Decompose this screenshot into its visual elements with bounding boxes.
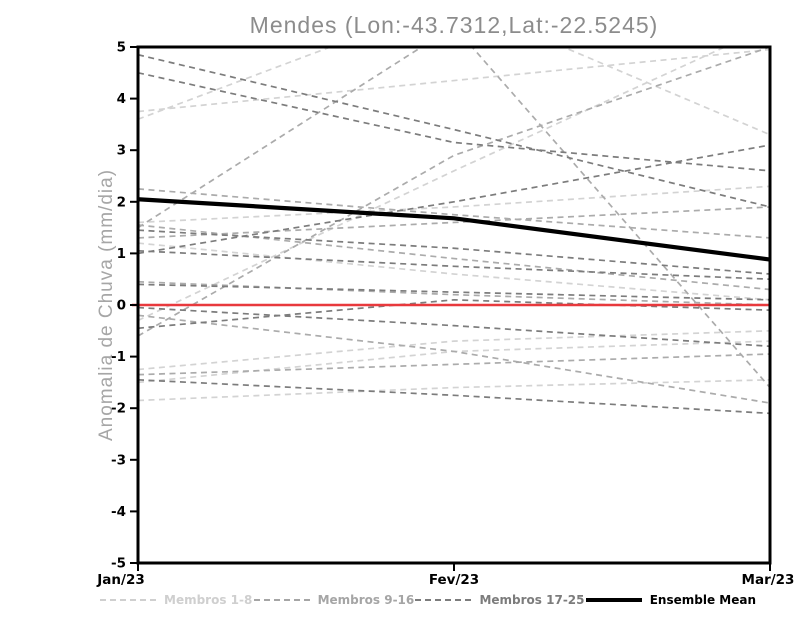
- legend-item-membros-9-16: Membros 9-16: [253, 593, 415, 607]
- x-tick-label: Mar/23: [742, 572, 795, 588]
- ensemble-member-line: [138, 48, 770, 113]
- y-tick-label: -5: [111, 556, 126, 572]
- ensemble-member-line: [138, 306, 770, 348]
- x-tick-label: Jan/23: [96, 572, 144, 588]
- ensemble-member-line: [138, 188, 770, 239]
- ensemble-member-line: [138, 314, 770, 404]
- legend-label: Membros 1-8: [164, 593, 253, 607]
- ensemble-member-line: [138, 206, 770, 239]
- y-tick-label: 0: [117, 298, 126, 314]
- ensemble-member-line: [138, 378, 770, 402]
- ensemble-member-line: [138, 53, 770, 208]
- ensemble-member-line: [138, 378, 770, 415]
- ensemble-member-line: [138, 47, 727, 322]
- y-tick-label: 3: [117, 143, 126, 159]
- ensemble-mean-line: [137, 197, 771, 262]
- y-tick-label: -2: [111, 401, 126, 417]
- legend-label: Ensemble Mean: [649, 593, 756, 607]
- legend-item-ensemble-mean: Ensemble Mean: [585, 593, 756, 607]
- chart-legend: Membros 1-8 Membros 9-16 Membros 17-25 E…: [100, 591, 756, 609]
- y-tick-label: -4: [111, 504, 126, 520]
- ensemble-member-line: [138, 329, 770, 371]
- ensemble-member-line: [138, 185, 770, 224]
- legend-item-membros-1-8: Membros 1-8: [100, 593, 252, 607]
- ensemble-member-line: [138, 47, 770, 337]
- y-tick-label: 2: [117, 194, 126, 210]
- ensemble-member-line: [138, 229, 770, 275]
- ensemble-member-line: [138, 47, 770, 136]
- legend-item-membros-17-25: Membros 17-25: [415, 593, 585, 607]
- y-tick-label: -1: [111, 349, 126, 365]
- ensemble-member-line: [138, 353, 770, 376]
- y-tick-label: 4: [117, 91, 126, 107]
- ensemble-member-line: [138, 224, 770, 291]
- ensemble-member-line: [138, 71, 770, 172]
- legend-label: Membros 17-25: [479, 593, 585, 607]
- ensemble-member-line: [138, 280, 770, 306]
- y-tick-label: 5: [117, 40, 126, 56]
- legend-label: Membros 9-16: [317, 593, 415, 607]
- y-tick-label: -3: [111, 452, 126, 468]
- chart-title: Mendes (Lon:-43.7312,Lat:-22.5245): [249, 12, 659, 38]
- ensemble-member-line: [138, 242, 770, 301]
- ensemble-member-line: [138, 298, 770, 330]
- ensemble-member-line: [138, 249, 770, 281]
- ensemble-member-line: [138, 47, 770, 389]
- solid-line-sample-icon: [585, 598, 642, 602]
- dashed-line-sample-icon: [415, 599, 472, 601]
- x-tick-label: Fev/23: [429, 572, 479, 588]
- y-tick-label: 1: [117, 246, 126, 262]
- ensemble-member-line: [138, 283, 770, 301]
- ensemble-member-line: [138, 144, 770, 255]
- dashed-line-sample-icon: [253, 599, 310, 601]
- dashed-line-sample-icon: [100, 599, 156, 601]
